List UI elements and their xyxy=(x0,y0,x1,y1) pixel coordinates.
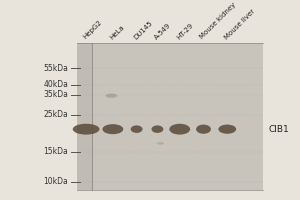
Text: HepG2: HepG2 xyxy=(82,20,103,40)
Ellipse shape xyxy=(152,125,164,133)
Ellipse shape xyxy=(218,125,236,134)
Ellipse shape xyxy=(157,142,164,145)
Text: HeLa: HeLa xyxy=(109,24,125,40)
Ellipse shape xyxy=(102,124,123,134)
Ellipse shape xyxy=(105,94,117,98)
Text: 10kDa: 10kDa xyxy=(44,177,68,186)
Text: 25kDa: 25kDa xyxy=(44,110,68,119)
Text: HT-29: HT-29 xyxy=(176,22,194,40)
Bar xyxy=(77,43,263,190)
Ellipse shape xyxy=(131,125,142,133)
Text: 35kDa: 35kDa xyxy=(44,90,68,99)
Ellipse shape xyxy=(73,124,100,135)
Text: Mouse kidney: Mouse kidney xyxy=(199,2,238,40)
Text: 40kDa: 40kDa xyxy=(44,80,68,89)
Bar xyxy=(77,43,92,190)
Text: A-549: A-549 xyxy=(153,22,172,40)
Ellipse shape xyxy=(169,124,190,135)
Text: 55kDa: 55kDa xyxy=(44,64,68,73)
Text: 15kDa: 15kDa xyxy=(44,147,68,156)
Text: DU145: DU145 xyxy=(132,20,153,40)
Text: CIB1: CIB1 xyxy=(269,125,290,134)
Ellipse shape xyxy=(196,125,211,134)
Text: Mouse liver: Mouse liver xyxy=(223,8,256,40)
